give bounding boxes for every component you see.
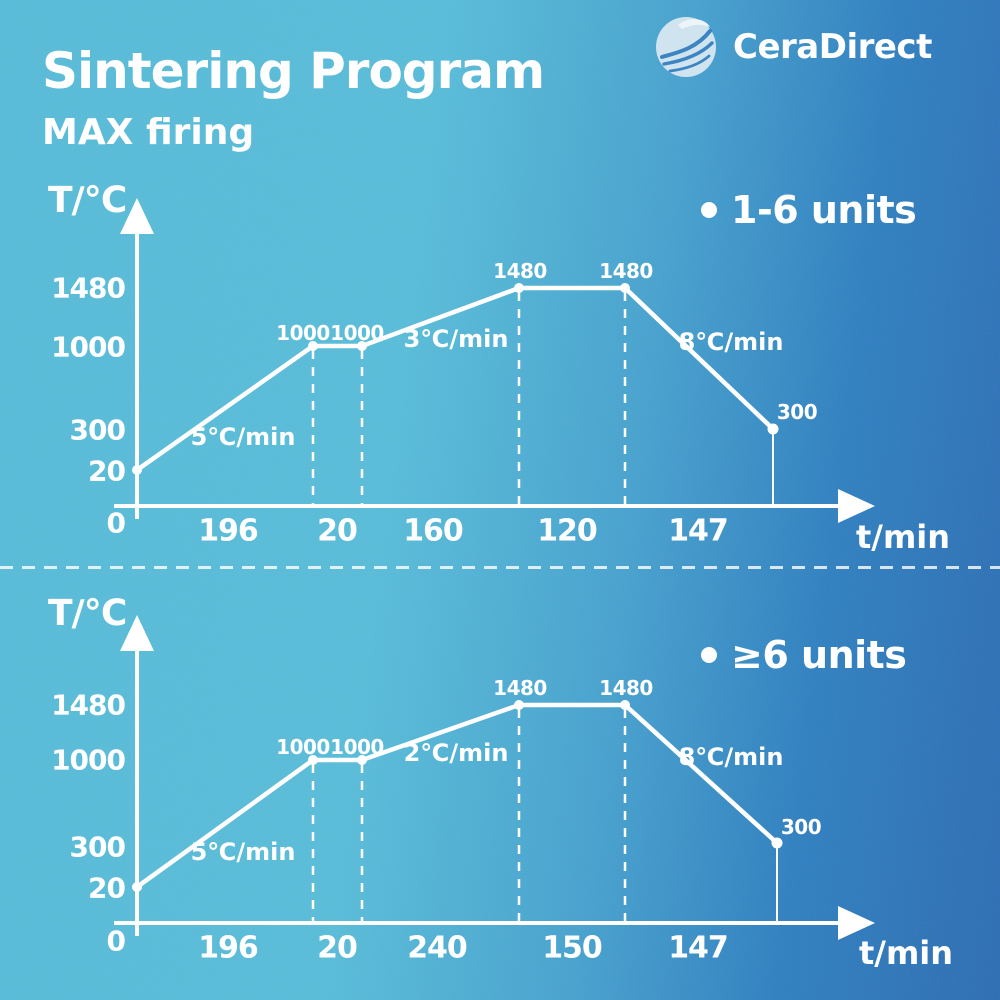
y-tick-300: 300 [69, 413, 126, 447]
x-segment-160: 160 [403, 513, 464, 549]
y-tick-1480: 1480 [51, 271, 126, 305]
point-label-300: 300 [780, 815, 822, 839]
y-tick-300: 300 [69, 830, 126, 864]
y-tick-1480: 1480 [51, 688, 126, 722]
y-tick-0: 0 [106, 506, 126, 540]
page-subtitle: MAX firing [42, 112, 255, 153]
rate-label-heatup-1: 5℃/min [190, 423, 296, 451]
point-label-1000: 1000 [276, 321, 330, 345]
y-axis-title: T/℃ [48, 593, 127, 634]
legend-1-6-units: 1-6 units [701, 188, 917, 232]
x-segment-147: 147 [668, 930, 729, 966]
rate-label-cooldown: 8℃/min [678, 743, 784, 771]
point-label-1480: 1480 [599, 676, 653, 700]
legend-label: 1-6 units [731, 188, 917, 232]
rate-label-cooldown: 8℃/min [678, 328, 784, 356]
rate-label-heatup-2: 3℃/min [403, 325, 509, 353]
y-tick-20: 20 [88, 454, 126, 488]
x-segment-20: 20 [317, 930, 358, 966]
x-segment-120: 120 [537, 513, 598, 549]
y-tick-0: 0 [106, 924, 126, 958]
y-tick-20: 20 [88, 871, 126, 905]
point-label-1480: 1480 [599, 259, 653, 283]
legend-bullet-icon [701, 647, 717, 663]
legend-label: ≥6 units [731, 633, 907, 677]
point-label-1000: 1000 [330, 735, 384, 759]
legend-6plus-units: ≥6 units [701, 633, 907, 677]
point-label-1000: 1000 [276, 735, 330, 759]
y-axis-title: T/℃ [48, 180, 127, 221]
section-divider [0, 566, 1000, 569]
ceradirect-logo-icon [656, 17, 716, 77]
y-tick-1000: 1000 [51, 330, 126, 364]
x-segment-150: 150 [542, 930, 603, 966]
x-segment-20: 20 [317, 513, 358, 549]
x-axis-title: t/min [858, 934, 954, 972]
brand: CeraDirect [652, 13, 932, 81]
x-segment-196: 196 [198, 930, 259, 966]
x-segment-240: 240 [407, 930, 468, 966]
y-tick-1000: 1000 [51, 743, 126, 777]
point-label-1000: 1000 [330, 321, 384, 345]
rate-label-heatup-1: 5℃/min [190, 838, 296, 866]
point-label-1480: 1480 [493, 676, 547, 700]
x-axis-title: t/min [855, 518, 951, 556]
x-segment-147: 147 [668, 513, 729, 549]
point-label-300: 300 [776, 400, 818, 424]
page-title: Sintering Program [42, 42, 545, 100]
chart-1-6-units-plot [114, 198, 875, 523]
legend-bullet-icon [701, 202, 717, 218]
point-label-1480: 1480 [493, 259, 547, 283]
rate-label-heatup-2: 2℃/min [403, 739, 509, 767]
brand-name: CeraDirect [733, 27, 932, 67]
x-segment-196: 196 [198, 513, 259, 549]
